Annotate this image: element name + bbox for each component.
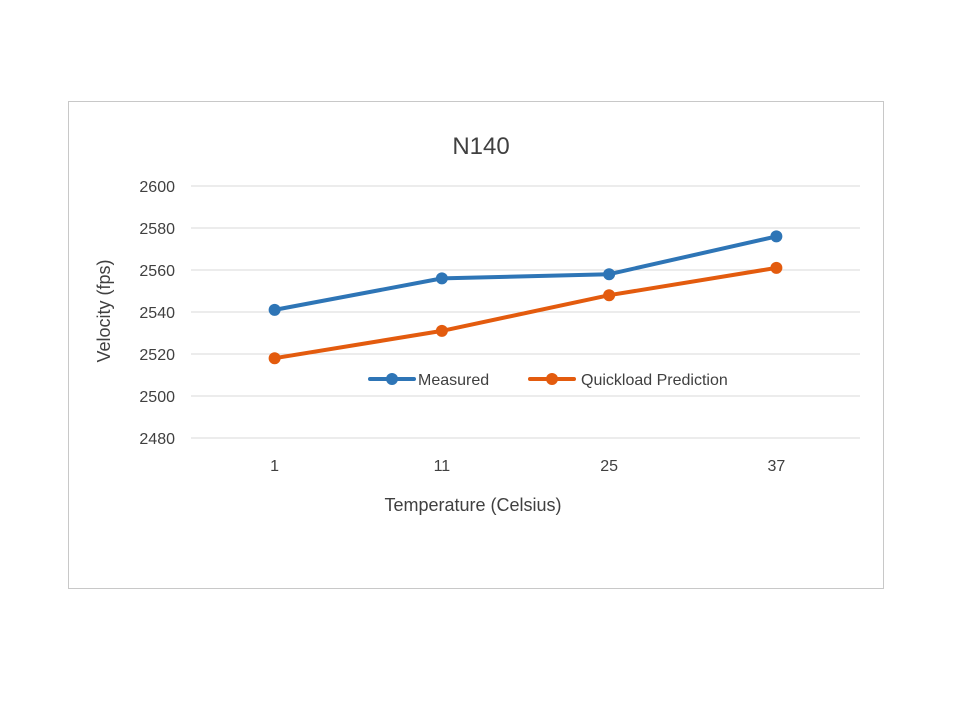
data-point [435,272,448,285]
y-axis-ticks: 2480 2500 2520 2540 2560 2580 2600 [139,179,175,448]
legend: Measured Quickload Prediction [368,372,728,389]
chart-title: N140 [452,133,509,160]
legend-entry: Quickload Prediction [528,372,728,389]
legend-entry: Measured [368,372,489,389]
x-tick-label: 11 [434,458,451,475]
legend-label: Quickload Prediction [581,372,728,389]
y-tick-label: 2600 [139,179,175,196]
gridlines [191,185,860,439]
x-tick-label: 1 [270,458,279,475]
legend-swatch-marker [546,373,558,385]
y-tick-label: 2500 [139,389,175,406]
legend-swatch-marker [386,373,398,385]
legend-label: Measured [418,372,489,389]
data-point [770,230,783,243]
y-axis-title: Velocity (fps) [94,259,114,362]
x-tick-label: 25 [600,458,618,475]
series-measured [268,230,783,316]
x-axis-ticks: 1 11 25 37 [270,458,785,475]
data-point [603,268,616,281]
y-tick-label: 2540 [139,305,175,322]
y-tick-label: 2560 [139,263,175,280]
series-quickload-prediction [268,261,783,365]
series-group [268,230,783,365]
data-point [603,289,616,302]
series-line [272,265,779,361]
y-tick-label: 2480 [139,431,175,448]
data-point [268,352,281,365]
x-tick-label: 37 [767,458,785,475]
data-point [770,261,783,274]
series-line [272,234,779,312]
x-axis-title: Temperature (Celsius) [384,495,561,515]
data-point [435,324,448,337]
data-point [268,303,281,316]
y-tick-label: 2520 [139,347,175,364]
chart-area [68,101,884,589]
y-tick-label: 2580 [139,221,175,238]
